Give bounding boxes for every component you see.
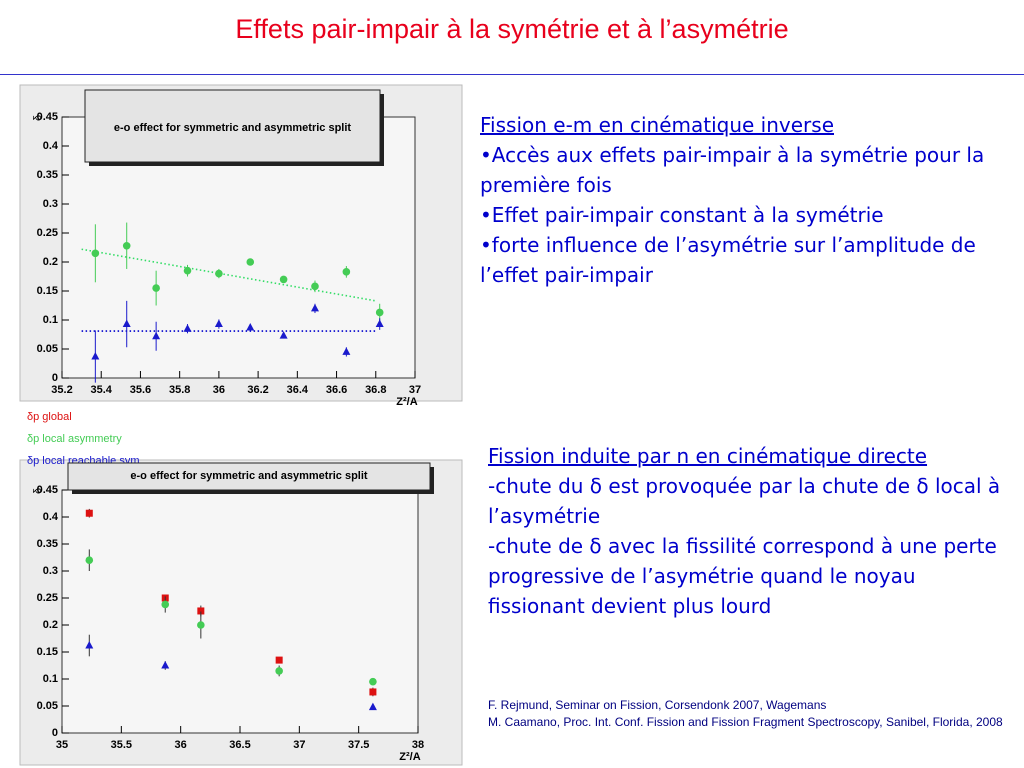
references: F. Rejmund, Seminar on Fission, Corsendo… [488,697,1018,731]
block-line: •Accès aux effets pair-impair à la symét… [480,143,985,197]
legend-entry: δp global [27,411,72,423]
data-point [215,269,223,278]
x-axis-label: Z²/A [399,751,420,763]
title-box [67,462,431,491]
data-point [183,266,192,275]
data-point [122,319,131,328]
y-tick-label: 0.05 [37,343,58,355]
data-point [161,661,170,669]
data-point [279,331,288,339]
data-point [214,319,223,328]
block-heading: Fission e-m en cinématique inverse [480,113,834,137]
title-rule [0,74,1024,75]
x-axis-label: Z²/A [396,396,417,408]
x-tick-label: 37.5 [348,739,369,751]
data-point [85,641,94,649]
x-tick-label: 35.4 [91,384,113,396]
x-tick-label: 35.6 [130,384,151,396]
reference: F. Rejmund, Seminar on Fission, Corsendo… [488,698,827,712]
x-tick-label: 36.8 [365,384,386,396]
data-point [279,275,288,284]
text-block: Fission induite par n en cinématique dir… [488,441,1018,621]
y-tick-label: 0.1 [43,673,58,685]
slide-title: Effets pair-impair à la symétrie et à l’… [235,14,789,44]
title-box [84,89,381,163]
data-point [161,600,170,609]
chart-title: e-o effect for symmetric and asymmetric … [130,470,368,482]
data-point [368,702,377,711]
block-line: •Effet pair-impair constant à la symétri… [480,203,884,227]
data-point [275,667,283,675]
y-tick-label: 0 [52,372,58,384]
y-tick-label: 0.4 [43,511,59,523]
y-tick-label: 0.4 [43,140,59,152]
x-tick-label: 36 [213,384,225,396]
data-point [91,352,100,360]
data-point [246,323,255,331]
y-tick-label: 0.35 [37,169,58,181]
data-point [246,258,255,266]
block-heading: Fission induite par n en cinématique dir… [488,444,928,468]
x-tick-label: 35 [56,739,68,751]
y-tick-label: 0.25 [37,592,58,604]
y-axis-label: δ [32,115,44,121]
data-point [369,688,377,696]
y-axis-label: δ [32,488,44,494]
reference: M. Caamano, Proc. Int. Conf. Fission and… [488,715,1003,729]
data-point [197,607,205,615]
x-tick-label: 35.8 [169,384,190,396]
data-point [152,331,161,340]
data-point [369,677,377,686]
y-tick-label: 0.15 [37,646,58,658]
y-tick-label: 0.45 [37,111,58,123]
legend-entry: δp local asymmetry [27,433,122,445]
x-tick-label: 36.2 [247,384,268,396]
data-point [85,556,94,564]
data-point [375,308,384,317]
x-tick-label: 38 [412,739,424,751]
x-tick-label: 36.5 [229,739,250,751]
data-point [122,241,131,250]
x-tick-label: 37 [409,384,421,396]
data-point [310,303,319,312]
y-tick-label: 0.3 [43,198,58,210]
y-tick-label: 0.45 [37,484,58,496]
data-point [85,509,93,517]
x-tick-label: 35.5 [111,739,132,751]
charts: 0 0.05 0.1 0.15 0.2 0.25 0.3 0.35 0.4 0.45 35.2 35.… [19,84,463,766]
y-tick-label: 0.35 [37,538,58,550]
y-tick-label: 0 [52,727,58,739]
x-tick-label: 36.4 [287,384,309,396]
data-point [342,347,351,355]
y-tick-label: 0.05 [37,700,58,712]
y-tick-label: 0.2 [43,256,58,268]
plot-area [61,489,419,734]
y-tick-label: 0.1 [43,314,58,326]
data-point [183,324,192,332]
block-line: •forte influence de l’asymétrie sur l’am… [480,233,976,287]
x-tick-label: 36 [175,739,187,751]
chart-title: e-o effect for symmetric and asymmetric … [114,122,352,134]
data-point [152,284,160,292]
block-line: -chute du δ est provoquée par la chute d… [488,474,1001,528]
x-tick-label: 37 [293,739,305,751]
y-tick-label: 0.15 [37,285,58,297]
y-tick-label: 0.25 [37,227,58,239]
data-point [197,621,205,629]
data-point [91,249,100,258]
data-point [375,319,384,328]
text-block: Fission e-m en cinématique inverse •Accè… [480,110,1020,290]
block-line: -chute de δ avec la fissilité correspond… [488,534,997,618]
fit-line [81,248,376,302]
x-tick-label: 35.2 [51,384,72,396]
y-tick-label: 0.2 [43,619,58,631]
data-point [342,268,351,276]
data-point [275,656,283,664]
x-tick-label: 36.6 [326,384,347,396]
data-point [311,282,319,291]
y-tick-label: 0.3 [43,565,58,577]
